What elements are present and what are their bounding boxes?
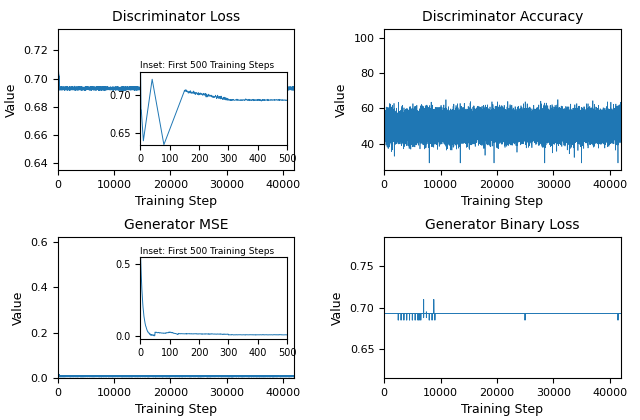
Text: Inset: First 500 Training Steps: Inset: First 500 Training Steps [140,61,275,70]
X-axis label: Training Step: Training Step [135,195,217,208]
Text: Inset: First 500 Training Steps: Inset: First 500 Training Steps [140,247,275,256]
Y-axis label: Value: Value [12,291,24,325]
Y-axis label: Value: Value [331,291,344,325]
Y-axis label: Value: Value [4,82,17,117]
Title: Discriminator Accuracy: Discriminator Accuracy [422,10,583,24]
Title: Generator Binary Loss: Generator Binary Loss [425,218,580,232]
X-axis label: Training Step: Training Step [461,403,543,416]
X-axis label: Training Step: Training Step [135,403,217,416]
Title: Generator MSE: Generator MSE [124,218,228,232]
Title: Discriminator Loss: Discriminator Loss [112,10,240,24]
X-axis label: Training Step: Training Step [461,195,543,208]
Y-axis label: Value: Value [335,82,348,117]
